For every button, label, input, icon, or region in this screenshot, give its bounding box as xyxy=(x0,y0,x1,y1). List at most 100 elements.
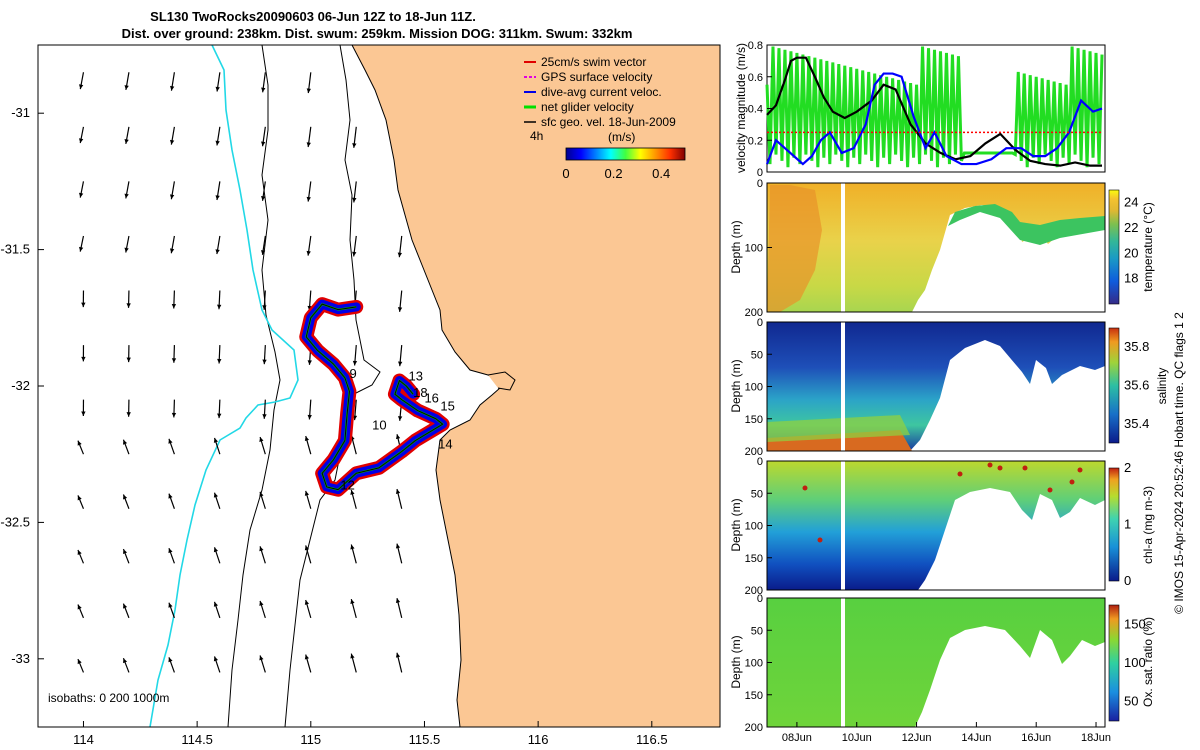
map-x-tick-label: 114 xyxy=(73,732,94,747)
track-line xyxy=(305,303,444,491)
sfc-geo-arrowhead xyxy=(350,544,355,550)
temperature-panel: 0 100 200 18 20 22 24 Depth (m) temperature (°… xyxy=(729,178,1155,319)
date-tick-label: 10Jun xyxy=(842,732,872,744)
sfc-geo-arrowhead xyxy=(259,600,264,606)
oxygen-gap xyxy=(841,598,845,727)
velocity-series-black xyxy=(766,56,1103,167)
cbar-tick-label: 18 xyxy=(1124,271,1138,286)
depth-tick-label: 150 xyxy=(745,690,763,702)
sfc-geo-arrowhead xyxy=(307,414,312,420)
cbar-tick-label: 100 xyxy=(1124,655,1146,670)
oxygen-cbar-label: Ox. sat. ratio (%) xyxy=(1141,617,1155,707)
chl-high-dot xyxy=(1047,487,1053,493)
isobath-0 xyxy=(284,44,381,728)
sfc-geo-arrowhead xyxy=(169,248,175,254)
sfc-geo-arrowhead xyxy=(77,604,82,610)
sfc-geo-arrowhead xyxy=(217,413,222,419)
sfc-geo-arrowhead xyxy=(213,547,218,553)
sfc-geo-arrowhead xyxy=(217,358,222,364)
isobath-1000 xyxy=(149,44,299,728)
cbar-tick-label: 24 xyxy=(1124,195,1138,210)
velocity-ylabel: velocity magnitude (m/s) xyxy=(734,43,748,173)
title-line1: SL130 TwoRocks20090603 06-Jun 12Z to 18-… xyxy=(150,9,476,24)
cbar-tick-label: 2 xyxy=(1124,460,1131,475)
depth-tick-label: 50 xyxy=(751,625,763,637)
depth-tick-label: 0 xyxy=(757,317,763,329)
cbar-tick-label: 1 xyxy=(1124,517,1131,532)
depth-tick-label: 150 xyxy=(745,414,763,426)
day-label: 18 xyxy=(413,385,427,400)
sfc-geo-arrowhead xyxy=(259,546,264,552)
temperature-gap xyxy=(841,183,845,312)
sfc-geo-arrowhead xyxy=(397,416,403,421)
date-tick-label: 16Jun xyxy=(1021,732,1051,744)
sfc-geo-arrowhead xyxy=(123,494,128,500)
cbar-tick-label: 20 xyxy=(1124,245,1138,260)
sfc-geo-arrowhead xyxy=(169,194,175,200)
sfc-geo-arrowhead xyxy=(352,197,357,203)
sfc-geo-arrowhead xyxy=(261,141,266,147)
colorbar-tick-label: 0.2 xyxy=(605,166,623,181)
colorbar-gradient xyxy=(565,147,686,161)
salinity-bottom-mid xyxy=(767,415,910,442)
depth-tick-label: 150 xyxy=(745,553,763,565)
sfc-geo-arrowhead xyxy=(395,434,401,440)
sfc-geo-arrowhead xyxy=(168,493,173,499)
sfc-geo-arrowhead xyxy=(171,303,177,309)
sfc-geo-arrowhead xyxy=(79,84,84,90)
day-label: 13 xyxy=(409,369,423,384)
colorbar-tick-label: 0 xyxy=(562,166,569,181)
sfc-geo-arrowhead xyxy=(259,491,264,497)
sfc-geo-arrowhead xyxy=(304,436,310,442)
sfc-geo-arrowhead xyxy=(352,143,357,148)
isobath-200 xyxy=(227,44,281,728)
sfc-geo-arrowhead xyxy=(215,195,220,201)
velocity-panel: 0 0.2 0.4 0.6 0.8 velocity magnitude (m/s) xyxy=(734,40,1106,179)
sfc-geo-arrowhead xyxy=(395,489,401,494)
geo-velocity-arrows xyxy=(77,72,403,673)
legend-net-label: net glider velocity xyxy=(541,100,634,114)
sfc-geo-arrowhead xyxy=(77,495,82,501)
velocity-lines xyxy=(765,56,1103,167)
cbar-tick-label: 22 xyxy=(1124,220,1138,235)
cbar-tick-label: 150 xyxy=(1124,616,1146,631)
sfc-geo-arrowhead xyxy=(307,360,312,365)
salinity-ticks: 0 50 100 150 200 35.4 35.6 35.8 xyxy=(745,317,1150,458)
temperature-colorbar xyxy=(1108,189,1120,305)
legend-sfc-label: sfc geo. vel. 18-Jun-2009 xyxy=(541,115,676,129)
day-label: 9 xyxy=(349,366,356,381)
day-label: 10 xyxy=(372,418,386,433)
sfc-geo-arrowhead xyxy=(171,358,177,363)
date-tick-label: 08Jun xyxy=(782,732,812,744)
salinity-colorbar xyxy=(1108,327,1120,444)
map-y-tick-label: -32.5 xyxy=(0,514,30,529)
sfc-geo-arrowhead xyxy=(79,138,84,144)
sfc-geo-arrowhead xyxy=(262,414,267,419)
salinity-ylabel: Depth (m) xyxy=(729,359,743,412)
temperature-ylabel: Depth (m) xyxy=(729,220,743,273)
isobath-note: isobaths: 0 200 1000m xyxy=(48,691,169,705)
sfc-geo-arrowhead xyxy=(77,549,82,555)
estuary-shape xyxy=(487,371,516,391)
sfc-geo-arrowhead xyxy=(304,490,310,496)
sfc-geo-arrowhead xyxy=(395,543,401,549)
sfc-geo-arrowhead xyxy=(213,492,218,498)
sfc-geo-arrowhead xyxy=(126,412,131,417)
map-y-tick-label: -31.5 xyxy=(0,242,30,257)
velocity-series-blue xyxy=(765,72,1103,166)
salinity-cbar-label: salinity xyxy=(1155,368,1169,405)
sfc-geo-arrowhead xyxy=(397,307,403,312)
chl-field xyxy=(767,461,1105,590)
depth-tick-label: 0 xyxy=(757,456,763,468)
sfc-geo-arrowhead xyxy=(124,247,129,253)
depth-tick-label: 50 xyxy=(751,349,763,361)
sfc-geo-arrowhead xyxy=(261,196,266,201)
cbar-tick-label: 35.8 xyxy=(1124,339,1149,354)
map-y-tick-label: -32 xyxy=(11,378,30,393)
sfc-geo-arrowhead xyxy=(123,603,128,609)
depth-tick-label: 200 xyxy=(745,446,763,458)
sfc-geo-arrowhead xyxy=(168,602,173,608)
title-line2: Dist. over ground: 238km. Dist. swum: 25… xyxy=(122,26,633,41)
salinity-gap xyxy=(841,322,845,451)
